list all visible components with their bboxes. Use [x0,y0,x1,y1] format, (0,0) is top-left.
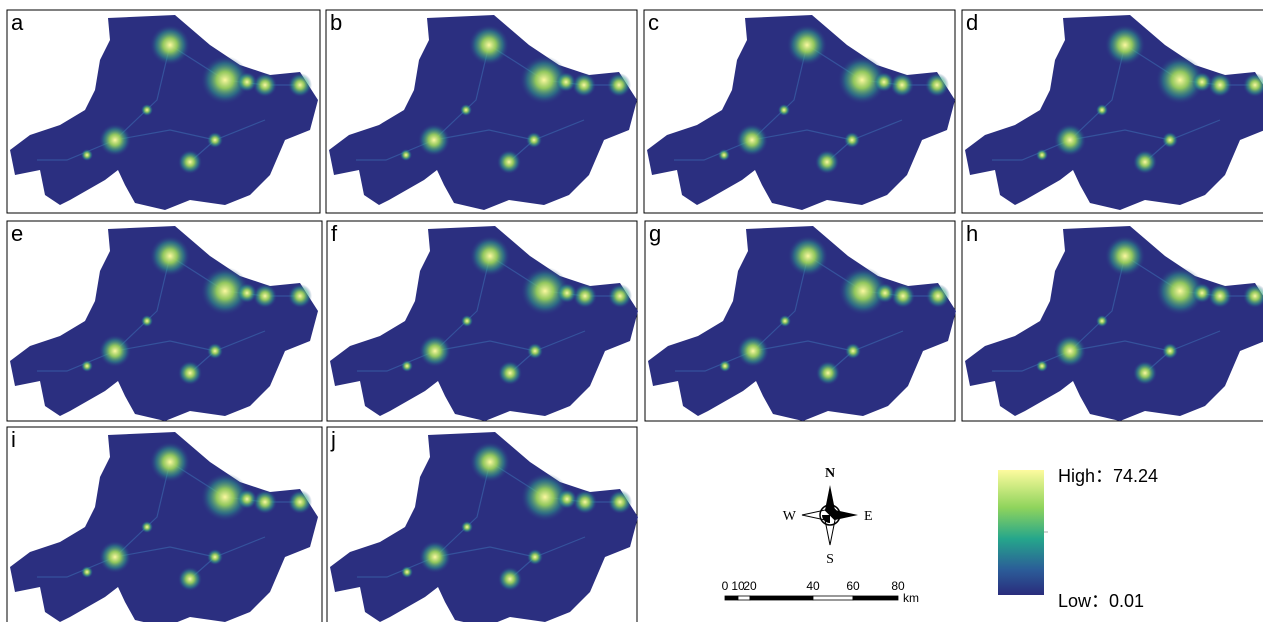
map-panel: j [327,427,638,622]
panel-label: e [11,221,23,246]
scale-tick-label: 0 [722,579,729,593]
panel-label: b [330,10,342,35]
map-panel: i [7,427,322,622]
panel-label: d [966,10,978,35]
compass-e: E [864,509,873,524]
scale-unit: km [903,591,919,605]
legend-high: High：74.24 [1058,466,1158,486]
panel-label: i [11,427,16,452]
scale-tick-label: 60 [846,579,860,593]
map-panel: d [962,10,1263,213]
map-panel: g [645,221,956,421]
scale-segment [813,596,853,600]
panel-label: j [330,427,336,452]
panel-label: h [966,221,978,246]
scale-segment [750,596,813,600]
scale-tick-label: 20 [743,579,757,593]
figure: N S E W High：74.24 Low：0.01 abcdefghij01… [0,0,1263,622]
legend-colorbar [998,470,1044,595]
compass-n: N [825,466,835,481]
panel-label: f [331,221,338,246]
compass: N S E W [783,466,873,567]
compass-w: W [783,509,797,524]
map-panel: b [326,10,637,213]
map-panel: a [7,10,320,213]
scale-segment [725,596,738,600]
map-panel: e [7,221,322,421]
map-panel: h [962,221,1263,421]
map-panel: f [327,221,638,421]
scale-segment [738,596,750,600]
compass-s: S [826,552,834,567]
scale-tick-label: 40 [806,579,820,593]
panel-label: g [649,221,661,246]
panel-label: a [11,10,24,35]
panel-label: c [648,10,659,35]
scale-segment [853,596,898,600]
legend-low: Low：0.01 [1058,591,1144,611]
map-panel: c [644,10,955,213]
